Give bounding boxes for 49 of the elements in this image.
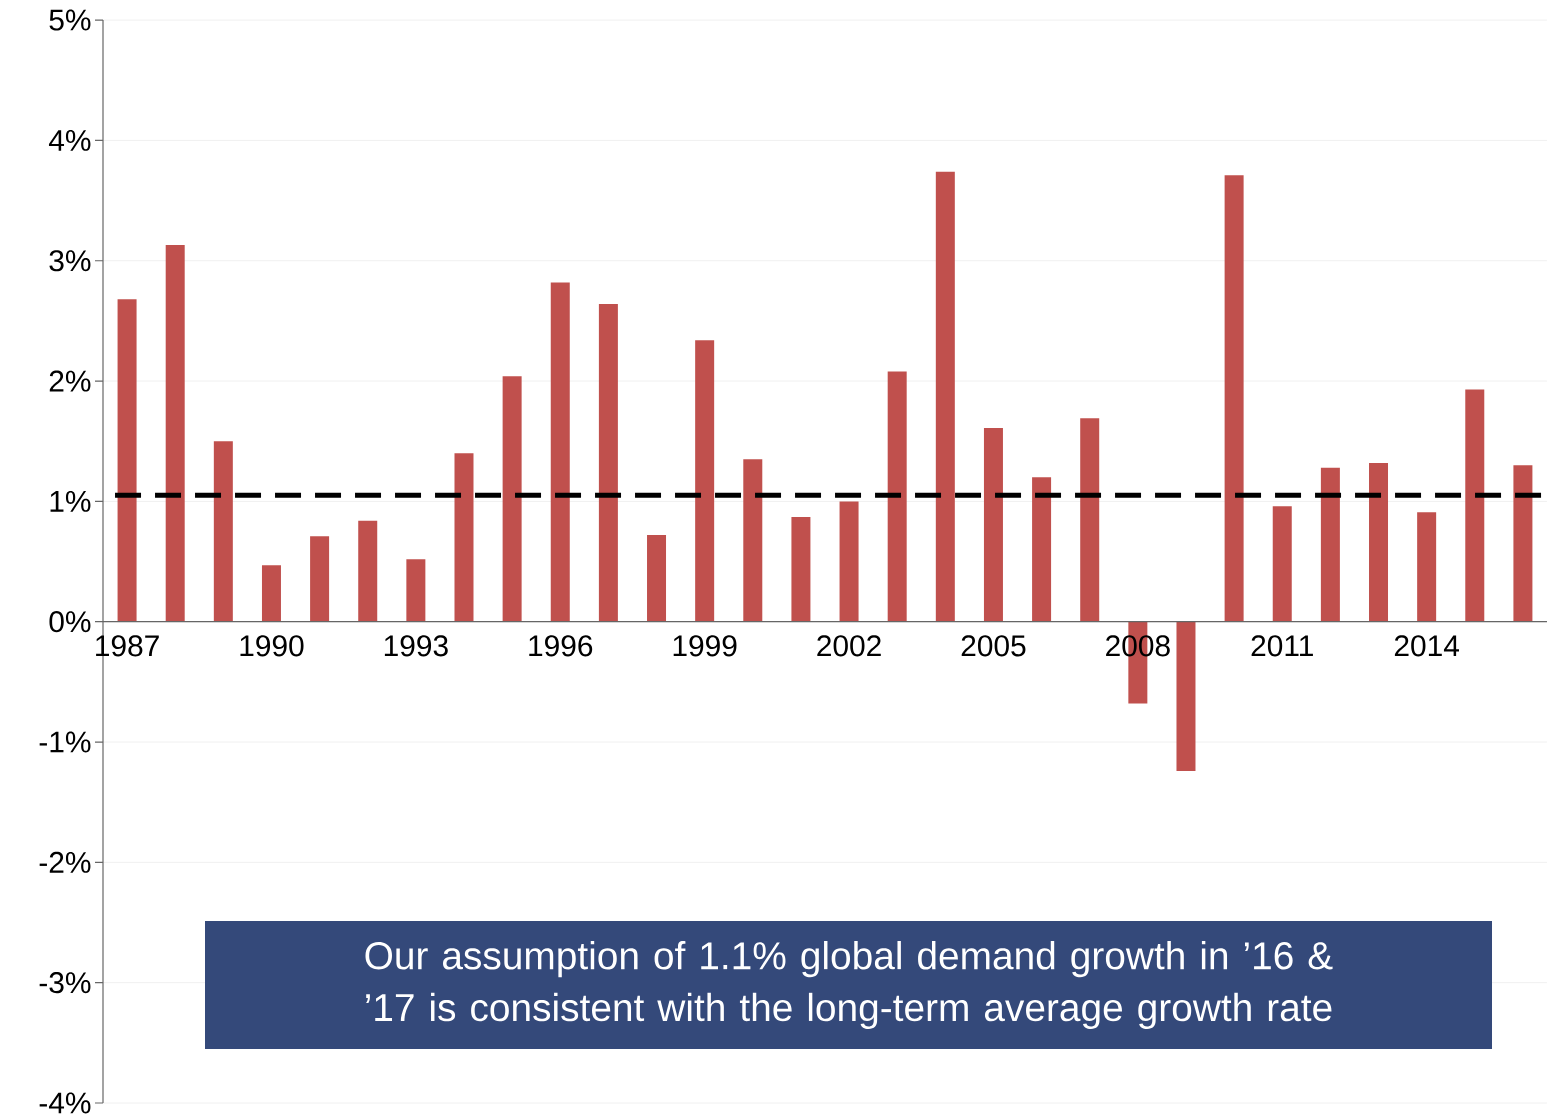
- bar: [358, 520, 378, 622]
- bar: [1320, 467, 1340, 622]
- annotation: Our assumption of 1.1% global demand growth in ’16 & ’17 is consistent with the long-term average growth rate: [365, 940, 1333, 1030]
- bar: [887, 371, 907, 622]
- bar: [695, 340, 715, 622]
- bar: [406, 559, 426, 622]
- bar: [117, 299, 137, 622]
- y-tick-label: 4%: [48, 129, 91, 151]
- y-tick-label: -3%: [39, 972, 91, 994]
- y-tick-label: 1%: [50, 490, 91, 512]
- bar: [983, 427, 1003, 622]
- y-tick-label: -2%: [39, 851, 91, 873]
- y-tick-label: 0%: [49, 611, 91, 633]
- bar: [1417, 512, 1437, 622]
- bar: [454, 453, 474, 622]
- y-tick-label: 3%: [49, 250, 91, 272]
- x-tick-label: 1993: [384, 635, 448, 657]
- y-tick-label: -1%: [39, 731, 91, 753]
- x-tick-label: 2014: [1394, 635, 1459, 657]
- x-tick-label: 2002: [817, 635, 881, 657]
- bar: [935, 171, 955, 622]
- bar: [598, 304, 618, 622]
- bar: [647, 535, 667, 622]
- bar: [1369, 462, 1389, 622]
- x-tick-label: 1999: [673, 635, 737, 657]
- bar: [1465, 389, 1485, 622]
- bar: [550, 282, 570, 622]
- bar: [791, 517, 811, 622]
- x-tick-label: 1990: [240, 635, 304, 657]
- bar: [839, 501, 859, 622]
- bar: [1032, 477, 1052, 622]
- bar: [502, 376, 522, 622]
- bar: [1272, 506, 1292, 622]
- bar: [1176, 621, 1196, 771]
- y-tick-label: 5%: [49, 9, 91, 31]
- bar: [1224, 175, 1244, 622]
- y-tick-label: 2%: [49, 370, 91, 392]
- bar: [1513, 465, 1533, 622]
- bar: [261, 565, 281, 622]
- bar: [213, 441, 233, 622]
- x-tick-label: 1996: [529, 635, 593, 657]
- y-tick-label: -4%: [39, 1092, 91, 1114]
- bar: [1080, 418, 1100, 622]
- bar: [165, 245, 185, 622]
- x-tick-label: 2011: [1251, 635, 1313, 657]
- x-tick-label: 2005: [961, 635, 1026, 657]
- x-tick-label: 1987: [96, 635, 159, 657]
- bar: [743, 459, 763, 622]
- bar: [310, 536, 330, 622]
